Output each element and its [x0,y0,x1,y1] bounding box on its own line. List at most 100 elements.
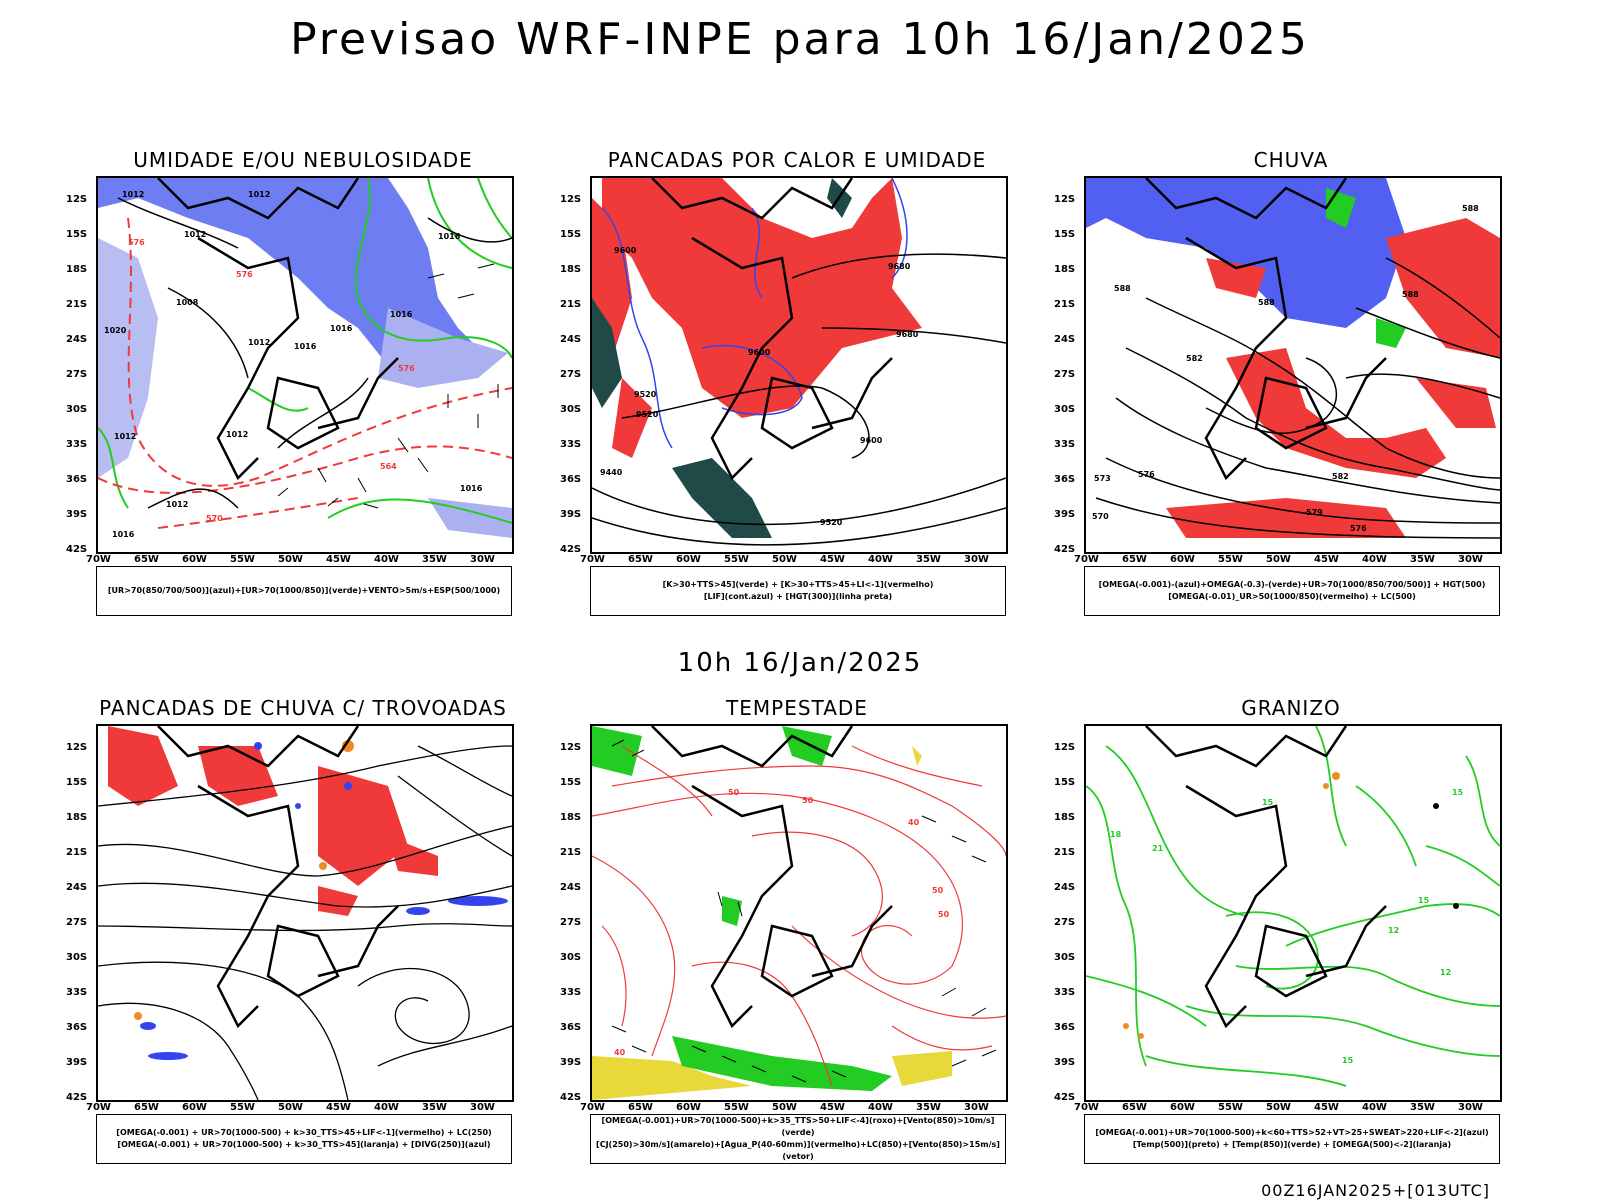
temp-label: 12 [1440,968,1452,977]
lon-tick-label: 70W [86,1102,111,1113]
green-wind-area [782,726,832,766]
yellow-jet-area [892,1051,952,1086]
lon-tick-label: 45W [326,1102,351,1113]
lightblue-humidity-area [428,498,512,538]
lat-tick-label: 18S [66,812,88,823]
red-storm-area [318,766,408,886]
lat-tick-label: 18S [560,264,582,275]
lat-tick-label: 30S [1054,952,1076,963]
legend-pancadas-calor: [K>30+TTS>45](verde) + [K>30+TTS>45+LI<-… [590,566,1006,616]
red-convective-area [612,378,652,458]
lat-tick-label: 42S [66,544,88,555]
isobar-label: 1012 [248,190,271,199]
temp-label: 21 [1152,844,1164,853]
isobar-label: 1016 [330,324,353,333]
lat-tick-label: 30S [66,404,88,415]
lon-tick-label: 50W [772,1102,797,1113]
legend-line: [OMEGA(-0.001)-(azul)+OMEGA(-0.3)-(verde… [1098,580,1486,589]
lat-tick-label: 39S [66,1057,88,1068]
wind-vectors [277,263,499,509]
lat-tick-label: 36S [1054,1022,1076,1033]
map-umidade-graphic [98,178,512,538]
lat-tick-label: 24S [1054,882,1076,893]
black-marks [1433,803,1459,909]
red-storm-area [318,886,358,916]
contour-label: 40 [908,818,920,827]
legend-chuva: [OMEGA(-0.001)-(azul)+OMEGA(-0.3)-(verde… [1084,566,1500,616]
streamlines [98,745,512,1100]
blue-humidity-area [98,178,478,378]
lat-tick-label: 42S [560,544,582,555]
lat-tick-label: 18S [1054,812,1076,823]
hgt-label: 576 [1350,524,1367,533]
legend-umidade: [UR>70(850/700/500)](azul)+[UR>70(1000/8… [96,566,512,616]
lat-tick-label: 15S [560,229,582,240]
hgt-label: 9520 [634,390,657,399]
lat-tick-label: 33S [1054,439,1076,450]
lat-tick-label: 21S [1054,847,1076,858]
lifted-index-contours [601,178,908,449]
isobar-label: 1012 [248,338,271,347]
isobar-label: 1012 [114,432,137,441]
legend-line: [CJ(250)>30m/s](amarelo)+[Agua_P(40-60mm… [596,1140,1000,1161]
legend-line: [OMEGA(-0.001) + UR>70(1000-500) + k>30_… [116,1128,492,1137]
hgt-label: 573 [1094,474,1111,483]
lat-tick-label: 30S [1054,404,1076,415]
lon-tick-label: 45W [1314,554,1339,565]
contour-label: 50 [728,788,740,797]
lat-tick-label: 18S [66,264,88,275]
isobars [117,197,512,509]
lat-tick-label: 24S [66,882,88,893]
isobar-label: 1020 [104,326,127,335]
lat-tick-label: 33S [560,439,582,450]
lat-tick-label: 39S [560,509,582,520]
map-trovoadas-graphic [98,726,512,1100]
lon-tick-label: 70W [580,1102,605,1113]
lon-tick-label: 30W [1458,554,1483,565]
hgt-label: 588 [1402,290,1419,299]
lon-tick-label: 40W [374,1102,399,1113]
lat-tick-label: 18S [1054,264,1076,275]
isobar-label: 1016 [112,530,135,539]
lon-tick-label: 45W [820,554,845,565]
temp-label: 15 [1418,896,1430,905]
lat-tick-label: 15S [66,777,88,788]
lat-tick-label: 42S [1054,544,1076,555]
red-storm-area [388,836,438,876]
lat-tick-label: 36S [66,1022,88,1033]
thickness-label: 564 [380,462,397,471]
red-storm-area [108,726,178,806]
legend-line: [OMEGA(-0.001)+UR>70(1000-500)+k<60+TTS>… [1095,1128,1489,1137]
lon-tick-label: 35W [916,1102,941,1113]
hgt-label: 582 [1186,354,1203,363]
contour-label: 50 [938,910,950,919]
lon-tick-label: 35W [422,1102,447,1113]
lon-tick-label: 55W [230,554,255,565]
lat-tick-label: 27S [560,917,582,928]
thickness-label: 576 [236,270,253,279]
lon-tick-label: 40W [868,554,893,565]
hgt-label: 9600 [860,436,883,445]
green-wind-area [672,1036,892,1091]
hgt-label: 588 [1258,298,1275,307]
main-title: Previsao WRF-INPE para 10h 16/Jan/2025 [290,14,1310,65]
lat-tick-label: 12S [560,742,582,753]
lat-tick-label: 21S [560,847,582,858]
lat-tick-label: 39S [1054,509,1076,520]
contour-label: 50 [802,796,814,805]
legend-line: [LIF](cont.azul) + [HGT(300)](linha pret… [703,592,893,601]
lat-tick-label: 21S [66,847,88,858]
map-chuva: 588 588 588 588 582 576 573 570 582 579 … [1084,176,1502,554]
legend-trovoadas: [OMEGA(-0.001) + UR>70(1000-500) + k>30_… [96,1114,512,1164]
temp-label: 15 [1452,788,1464,797]
lon-tick-label: 30W [470,1102,495,1113]
lon-tick-label: 35W [916,554,941,565]
lon-tick-label: 35W [1410,554,1435,565]
lon-tick-label: 30W [470,554,495,565]
lat-tick-label: 12S [66,742,88,753]
lon-tick-label: 50W [278,1102,303,1113]
hgt300-contours [592,253,1006,546]
isobar-label: 1012 [184,230,207,239]
hgt-label: 588 [1114,284,1131,293]
lon-tick-label: 70W [580,554,605,565]
